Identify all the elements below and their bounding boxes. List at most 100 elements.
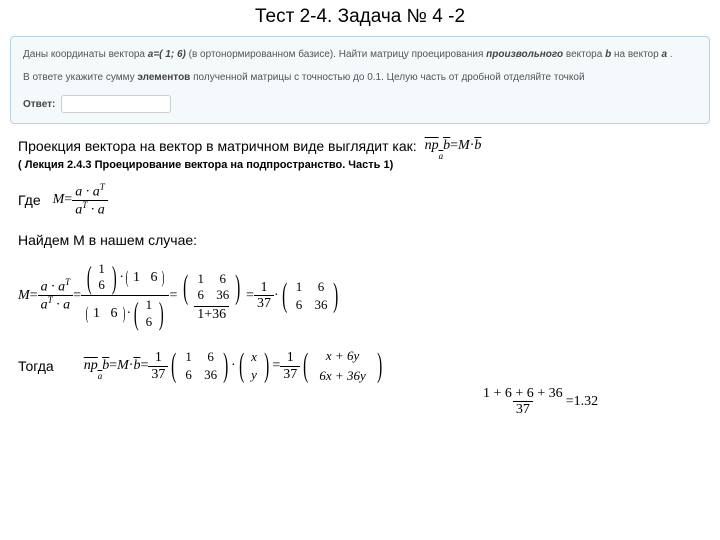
fn2: a · a (41, 280, 66, 295)
eq5: = (169, 288, 177, 304)
big-frac: (16) · (1 6) (1 6) · (16) (81, 260, 169, 331)
yv: y (249, 367, 259, 383)
m21b: 6 (292, 297, 306, 313)
num1: a · a (75, 184, 100, 199)
b: b (443, 138, 450, 153)
r1b: 6 (150, 270, 157, 285)
t1vec: a=( 1; 6) (148, 49, 186, 60)
t1c: произвольного (486, 49, 563, 60)
m11c: 1 (182, 349, 196, 365)
proj-text: Проекция вектора на вектор в матричном в… (18, 138, 417, 154)
den-b: · a (87, 203, 105, 218)
answer-input[interactable] (61, 95, 171, 113)
one-over-37a: 1 37 (254, 280, 274, 312)
one-c: 1 (284, 350, 297, 365)
t1h: . (667, 49, 673, 60)
one-b: 1 (152, 350, 165, 365)
f37c: 1 37 (280, 350, 300, 382)
r2a: 1 (93, 306, 100, 321)
eqr: = (566, 394, 574, 410)
mat-2x2b: (16636) (279, 277, 342, 315)
denom-sum: 1+36 (194, 306, 229, 322)
fs2: T (65, 277, 70, 287)
m22c: 36 (204, 367, 218, 383)
xv: x (249, 349, 259, 365)
projection-line: Проекция вектора на вектор в матричном в… (18, 138, 706, 155)
col-1-6b: (16) (131, 296, 166, 331)
fd2a: a (41, 298, 48, 313)
m12a: 6 (216, 272, 230, 286)
bf: b (133, 358, 140, 374)
m21a: 6 (194, 288, 208, 302)
c2t: 1 (144, 298, 154, 312)
res-b: 6x + 36y (314, 368, 372, 384)
m-calc: M = a · aT aT · a = (16) · (1 6) (1 6) ·… (18, 260, 706, 331)
m11a: 1 (194, 272, 208, 286)
mat-2x2a: (16636) (180, 269, 243, 306)
m22a: 36 (216, 288, 230, 302)
m-def: M = a · aT aT · a (53, 183, 108, 218)
rnum: 1 + 6 + 6 + 36 (480, 386, 566, 401)
then-line: Тогда npab = M · b = 1 37 (16636) · (xy)… (18, 347, 706, 385)
answer-label: Ответ: (23, 97, 55, 112)
res-t: x + 6y (314, 348, 372, 364)
M3: M (18, 288, 30, 304)
np2: np (84, 358, 98, 373)
col-1-6a: (16) (84, 260, 119, 295)
np: np (425, 138, 439, 153)
final-formula: npab = M · b = 1 37 (16636) · (xy) = 1 3… (84, 347, 385, 385)
proj-formula: npab = M · b (425, 138, 482, 155)
sum-formula: 1 + 6 + 6 + 36 37 = 1.32 (480, 386, 598, 418)
eq4: = (73, 288, 81, 304)
find-m: Найдем М в нашем случае: (18, 232, 706, 248)
t2c: полученной матрицы с точностью до 0.1. Ц… (190, 72, 584, 83)
problem-line-2: В ответе укажите сумму элементов получен… (23, 70, 697, 85)
m12b: 6 (314, 279, 328, 295)
m12c: 6 (204, 349, 218, 365)
r1a: 1 (133, 270, 140, 285)
t1a: Даны координаты вектора (23, 49, 148, 60)
c1t: 1 (97, 262, 107, 276)
d37a: 37 (254, 295, 274, 311)
rden: 37 (513, 401, 533, 417)
one-a: 1 (257, 280, 270, 295)
t1d: вектора (563, 49, 605, 60)
fd2b: · a (53, 298, 71, 313)
row-1-6b: (1 6) (84, 304, 127, 324)
eqf2: = (140, 358, 148, 374)
sum-frac: 1 + 6 + 6 + 36 37 (480, 386, 566, 418)
m22b: 36 (314, 297, 328, 313)
M1: M (458, 138, 470, 154)
eqf1: = (109, 358, 117, 374)
eq3: = (30, 288, 38, 304)
eq6: = (246, 288, 254, 304)
answer-row: Ответ: (23, 95, 697, 113)
sub-a: a (439, 151, 444, 161)
M2: M (53, 192, 65, 208)
eqf3: = (272, 358, 280, 374)
eq1: = (450, 138, 458, 154)
bb2: b (102, 358, 109, 373)
problem-box: Даны координаты вектора a=( 1; 6) (в орт… (10, 36, 710, 124)
row-1-6a: (1 6) (124, 268, 167, 288)
rval: 1.32 (574, 394, 599, 410)
r2b: 6 (111, 306, 118, 321)
where-line: Где M = a · aT aT · a (18, 183, 706, 218)
c2b: 6 (144, 315, 154, 329)
m-frac: a · aT aT · a (72, 183, 108, 218)
t2a: В ответе укажите сумму (23, 72, 137, 83)
mat-over-sum: (16636) 1+36 (177, 269, 246, 323)
page-title: Тест 2-4. Задача № 4 -2 (0, 0, 720, 32)
Mf: M (117, 358, 129, 374)
then: Тогда (18, 358, 54, 374)
problem-line-1: Даны координаты вектора a=( 1; 6) (в орт… (23, 47, 697, 62)
mat-2x2c: (16636) (168, 347, 231, 385)
m21c: 6 (182, 367, 196, 383)
b2: b (474, 138, 481, 154)
supT1: T (100, 182, 105, 192)
d37c: 37 (280, 366, 300, 382)
m-frac2: a · aT aT · a (38, 278, 74, 313)
where: Где (18, 192, 41, 208)
t1f: на вектор (611, 49, 661, 60)
f37b: 1 37 (148, 350, 168, 382)
